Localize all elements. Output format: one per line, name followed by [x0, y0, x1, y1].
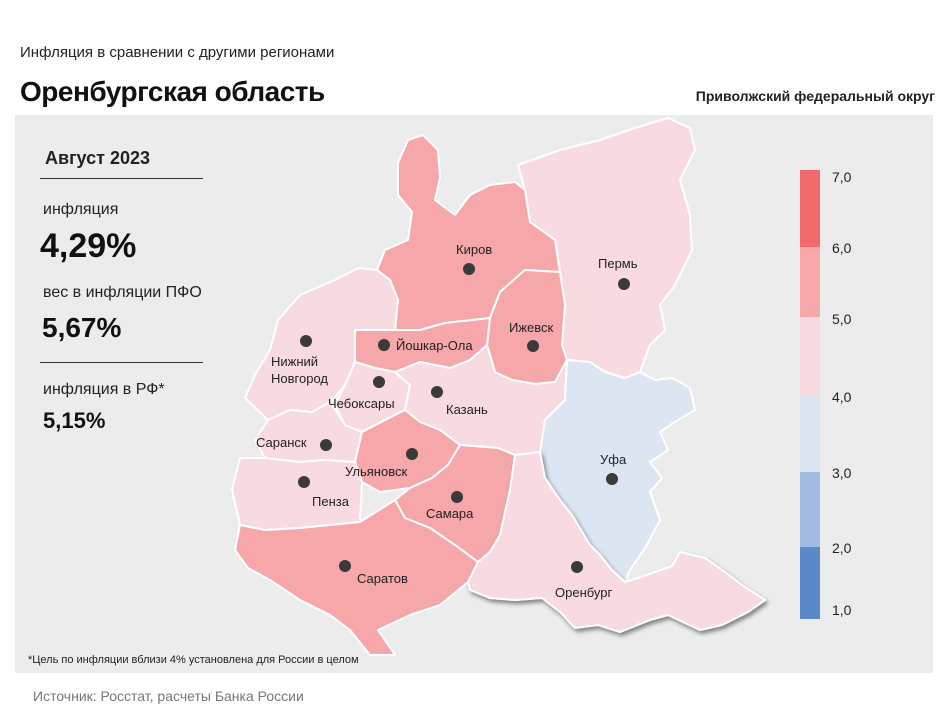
district-label: Приволжский федеральный округ [695, 88, 935, 104]
city-label-perm: Пермь [598, 256, 638, 271]
inflation-label: инфляция [43, 201, 119, 218]
city-dot-saransk [320, 439, 332, 451]
city-label-ufa: Уфа [600, 452, 627, 467]
city-label-saratov: Саратов [357, 571, 408, 586]
city-label-kirov: Киров [456, 242, 493, 257]
legend-tick: 1,0 [832, 602, 852, 618]
city-dot-ufa [606, 473, 618, 485]
legend-band-6-7 [800, 170, 820, 247]
city-label-samara: Самара [426, 506, 474, 521]
inflation-value: 4,29% [40, 227, 137, 265]
city-label-penza: Пенза [312, 494, 349, 509]
legend-band-4-5 [800, 317, 820, 395]
legend-tick: 7,0 [832, 169, 852, 185]
period-label: Август 2023 [45, 148, 150, 168]
city-label-saransk: Саранск [256, 435, 307, 450]
city-dot-samara [451, 491, 463, 503]
footnote: *Цель по инфляции вблизи 4% установлена … [28, 654, 359, 666]
city-dot-penza [298, 476, 310, 488]
legend-band-5-6 [800, 247, 820, 317]
city-label-nizhny-1: Нижний [271, 354, 319, 369]
city-dot-yoshkar-ola [378, 339, 390, 351]
city-dot-kirov [463, 263, 475, 275]
city-label-nizhny-2: Новгород [271, 371, 328, 386]
city-dot-izhevsk [527, 340, 539, 352]
city-label-cheboksary: Чебоксары [328, 396, 395, 411]
legend-band-3-4 [800, 395, 820, 472]
city-label-ulyanovsk: Ульяновск [345, 464, 408, 479]
city-label-kazan: Казань [446, 402, 488, 417]
legend-band-1-2 [800, 547, 820, 619]
rf-inflation-label: инфляция в РФ* [43, 381, 165, 398]
region-orenburg [467, 451, 766, 633]
legend-color-scale [800, 170, 820, 619]
legend-tick: 2,0 [832, 540, 852, 556]
city-dot-saratov [339, 560, 351, 572]
city-dot-orenburg [571, 561, 583, 573]
city-dot-kazan [431, 386, 443, 398]
city-label-yoshkar-ola: Йошкар-Ола [396, 338, 473, 353]
city-dot-cheboksary [373, 376, 385, 388]
divider [40, 178, 203, 179]
weight-label: вес в инфляции ПФО [43, 284, 202, 301]
region-saratov [234, 499, 479, 656]
city-label-izhevsk: Ижевск [509, 320, 554, 335]
legend-tick: 6,0 [832, 240, 852, 256]
divider [40, 362, 203, 363]
rf-inflation-value: 5,15% [43, 408, 106, 433]
city-dot-perm [618, 278, 630, 290]
weight-value: 5,67% [42, 312, 122, 343]
city-label-orenburg: Оренбург [555, 585, 613, 600]
subtitle: Инфляция в сравнении с другими регионами [20, 44, 335, 61]
page-title: Оренбургская область [20, 76, 325, 107]
legend-band-2-3 [800, 472, 820, 547]
legend-tick: 5,0 [832, 311, 852, 327]
legend-tick: 4,0 [832, 389, 852, 405]
source-note: Источник: Росстат, расчеты Банка России [33, 688, 304, 704]
city-dot-nizhny-novgorod [300, 335, 312, 347]
legend-tick: 3,0 [832, 465, 852, 481]
city-dot-ulyanovsk [406, 448, 418, 460]
city-markers [298, 263, 630, 573]
